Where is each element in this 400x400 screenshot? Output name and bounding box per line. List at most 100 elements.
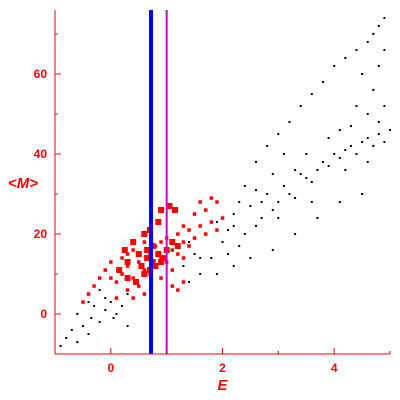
data-point-s0-89 [215,273,218,275]
data-point-s1-36 [209,220,214,224]
data-point-s0-66 [333,65,336,67]
data-point-s1-35 [204,232,208,236]
data-point-s1-38 [220,216,225,220]
data-point-s0-21 [188,241,190,243]
data-point-s1-29 [181,240,186,244]
data-point-s0-60 [266,145,269,147]
data-point-s0-49 [344,149,347,151]
data-point-s0-69 [366,41,369,43]
y-tick-label: 20 [34,227,48,241]
data-point-s0-48 [338,157,341,159]
data-point-s0-91 [305,153,308,155]
vertical-lines-layer [149,10,168,354]
data-point-s0-77 [349,125,352,127]
data-point-s0-93 [327,137,330,139]
data-point-s2-16 [155,219,162,225]
y-tick-label: 0 [40,307,47,321]
data-point-s0-33 [255,225,257,227]
data-point-s1-52 [159,240,163,244]
data-point-s0-17 [98,289,101,291]
data-point-s1-5 [109,260,113,264]
data-point-s0-70 [372,33,375,35]
data-point-s0-85 [294,233,297,235]
data-point-s1-12 [131,248,135,252]
data-point-s0-99 [294,169,297,171]
data-point-s1-2 [92,284,96,288]
data-point-s0-50 [349,145,352,147]
data-point-s2-13 [116,267,123,273]
data-point-s2-24 [144,247,151,253]
data-point-s0-45 [322,161,324,163]
data-point-s1-30 [181,256,186,260]
data-point-s0-1 [65,337,68,339]
data-point-s0-46 [327,165,330,167]
data-point-s2-0 [138,263,145,269]
data-point-s2-11 [124,259,131,265]
data-point-s1-31 [187,244,191,248]
data-point-s0-61 [277,133,280,135]
data-point-s0-53 [366,137,369,139]
data-point-s1-25 [170,268,174,272]
data-point-s1-53 [125,252,130,256]
data-point-s2-23 [133,279,139,285]
data-point-s0-71 [377,25,380,27]
data-point-s1-11 [131,276,135,280]
data-point-s0-47 [333,153,336,155]
x-tick-label: 4 [331,361,338,375]
data-point-s0-55 [377,133,380,135]
data-point-s0-86 [316,217,319,219]
data-point-s0-78 [282,153,285,155]
data-point-s2-18 [166,203,173,209]
data-point-s0-92 [310,201,313,203]
x-axis-title: E [217,377,228,394]
data-point-s2-2 [144,255,151,261]
data-point-s1-15 [142,268,147,272]
data-point-s2-14 [141,231,148,237]
data-point-s1-27 [176,252,180,256]
data-point-s0-67 [344,57,347,59]
data-point-s0-100 [277,217,280,219]
data-point-s1-1 [86,292,91,296]
data-point-s0-52 [361,141,364,143]
data-point-s0-56 [383,141,386,143]
data-point-s0-75 [383,105,386,107]
data-point-s1-26 [170,248,174,252]
data-point-s0-101 [255,189,257,191]
data-point-s0-97 [383,49,386,51]
points-layer [59,17,391,347]
data-point-s2-8 [160,255,167,261]
data-point-s0-58 [243,185,246,187]
data-point-s2-7 [158,259,165,265]
data-point-s0-95 [355,105,358,107]
data-point-s0-5 [87,333,90,335]
data-point-s0-28 [227,229,230,231]
x-tick-label: 2 [219,361,226,375]
data-point-s0-7 [93,305,96,307]
data-point-s1-46 [131,296,135,300]
data-point-s1-50 [198,200,202,204]
data-point-s0-94 [344,169,347,171]
data-point-s2-17 [158,207,165,213]
data-point-s0-103 [199,257,202,259]
data-point-s0-98 [338,129,341,131]
data-point-s0-68 [355,49,358,51]
data-point-s0-51 [355,153,358,155]
data-point-s0-57 [389,129,391,131]
data-point-s0-35 [266,193,269,195]
data-point-s0-27 [221,241,224,243]
data-point-s1-8 [120,256,124,260]
data-point-s1-9 [125,288,130,292]
data-point-s0-23 [199,273,202,275]
data-point-s0-16 [87,301,90,303]
x-tick-label: 0 [107,361,114,375]
data-point-s0-88 [361,193,364,195]
data-point-s1-37 [215,228,219,232]
data-point-s0-43 [310,181,313,183]
data-point-s0-73 [361,73,364,75]
y-axis-title: <M> [8,175,38,192]
data-point-s1-43 [181,280,186,284]
data-point-s2-20 [169,239,176,245]
data-point-s0-83 [249,257,252,259]
data-point-s0-10 [109,301,112,303]
data-point-s1-0 [81,300,85,304]
